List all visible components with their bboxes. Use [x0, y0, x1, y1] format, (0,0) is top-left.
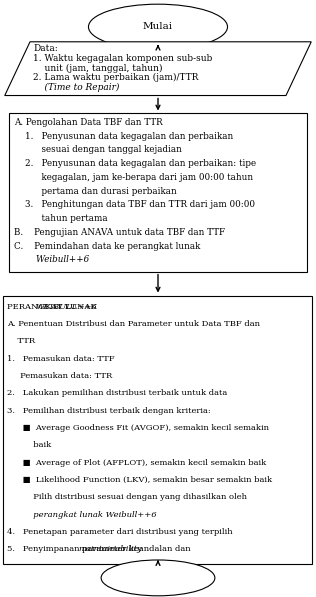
Text: ■  Average of Plot (AFPLOT), semakin kecil semakin baik: ■ Average of Plot (AFPLOT), semakin keci…: [7, 458, 266, 467]
Text: Pilih distribusi sesuai dengan yang dihasilkan oleh: Pilih distribusi sesuai dengan yang diha…: [7, 494, 247, 501]
Text: 2. Lama waktu perbaikan (jam)/TTR: 2. Lama waktu perbaikan (jam)/TTR: [33, 73, 198, 82]
Text: unit (jam, tanggal, tahun): unit (jam, tanggal, tahun): [33, 64, 163, 73]
Text: 3.   Pemilihan distribusi terbaik dengan kriteria:: 3. Pemilihan distribusi terbaik dengan k…: [7, 407, 211, 415]
Text: 2.   Penyusunan data kegagalan dan perbaikan: tipe: 2. Penyusunan data kegagalan dan perbaik…: [14, 159, 256, 168]
Text: (Time to Repair): (Time to Repair): [33, 83, 119, 93]
Text: Pemasukan data: TTR: Pemasukan data: TTR: [7, 372, 112, 380]
Text: 5.   Penyimpanan parameter keandalan dan: 5. Penyimpanan parameter keandalan dan: [7, 546, 193, 553]
Text: maintainability: maintainability: [79, 546, 143, 553]
Text: 1.   Pemasukan data: TTF: 1. Pemasukan data: TTF: [7, 355, 115, 363]
Text: pertama dan durasi perbaikan: pertama dan durasi perbaikan: [14, 187, 177, 196]
Text: ■  Likelihood Function (LKV), semakin besar semakin baik: ■ Likelihood Function (LKV), semakin bes…: [7, 476, 272, 484]
Text: 2.   Lakukan pemilihan distribusi terbaik untuk data: 2. Lakukan pemilihan distribusi terbaik …: [7, 389, 227, 398]
Polygon shape: [5, 42, 311, 96]
Text: 4.   Penetapan parameter dari distribusi yang terpilih: 4. Penetapan parameter dari distribusi y…: [7, 528, 233, 536]
Text: perangkat lunak Weibull++6: perangkat lunak Weibull++6: [7, 511, 156, 519]
Text: kegagalan, jam ke-berapa dari jam 00:00 tahun: kegagalan, jam ke-berapa dari jam 00:00 …: [14, 173, 253, 182]
Text: sesuai dengan tanggal kejadian: sesuai dengan tanggal kejadian: [14, 146, 182, 155]
Text: ■  Average Goodness Fit (AVGOF), semakin kecil semakin: ■ Average Goodness Fit (AVGOF), semakin …: [7, 424, 269, 432]
Text: A. Pengolahan Data TBF dan TTR: A. Pengolahan Data TBF dan TTR: [14, 118, 163, 127]
Text: A. Penentuan Distribusi dan Parameter untuk Data TBF dan: A. Penentuan Distribusi dan Parameter un…: [7, 320, 260, 328]
Text: tahun pertama: tahun pertama: [14, 214, 108, 223]
Bar: [9, 113, 307, 272]
Bar: [3, 296, 312, 564]
Ellipse shape: [101, 560, 215, 596]
Text: Weibull++6: Weibull++6: [14, 256, 89, 264]
Text: WEIBULL++6: WEIBULL++6: [35, 303, 97, 311]
Text: C.    Pemindahan data ke perangkat lunak: C. Pemindahan data ke perangkat lunak: [14, 242, 201, 251]
Text: B.    Pengujian ANAVA untuk data TBF dan TTF: B. Pengujian ANAVA untuk data TBF dan TT…: [14, 228, 225, 237]
Text: 1. Waktu kegagalan komponen sub-sub: 1. Waktu kegagalan komponen sub-sub: [33, 54, 213, 63]
Text: baik: baik: [7, 441, 51, 450]
Ellipse shape: [88, 4, 228, 50]
Text: Data:: Data:: [33, 44, 58, 53]
Text: PERANGKAT LUNAK: PERANGKAT LUNAK: [7, 303, 99, 311]
Text: Mulai: Mulai: [143, 22, 173, 32]
Text: TTR: TTR: [7, 337, 35, 346]
Text: 1.   Penyusunan data kegagalan dan perbaikan: 1. Penyusunan data kegagalan dan perbaik…: [14, 131, 234, 141]
Text: 3.   Penghitungan data TBF dan TTR dari jam 00:00: 3. Penghitungan data TBF dan TTR dari ja…: [14, 201, 255, 210]
